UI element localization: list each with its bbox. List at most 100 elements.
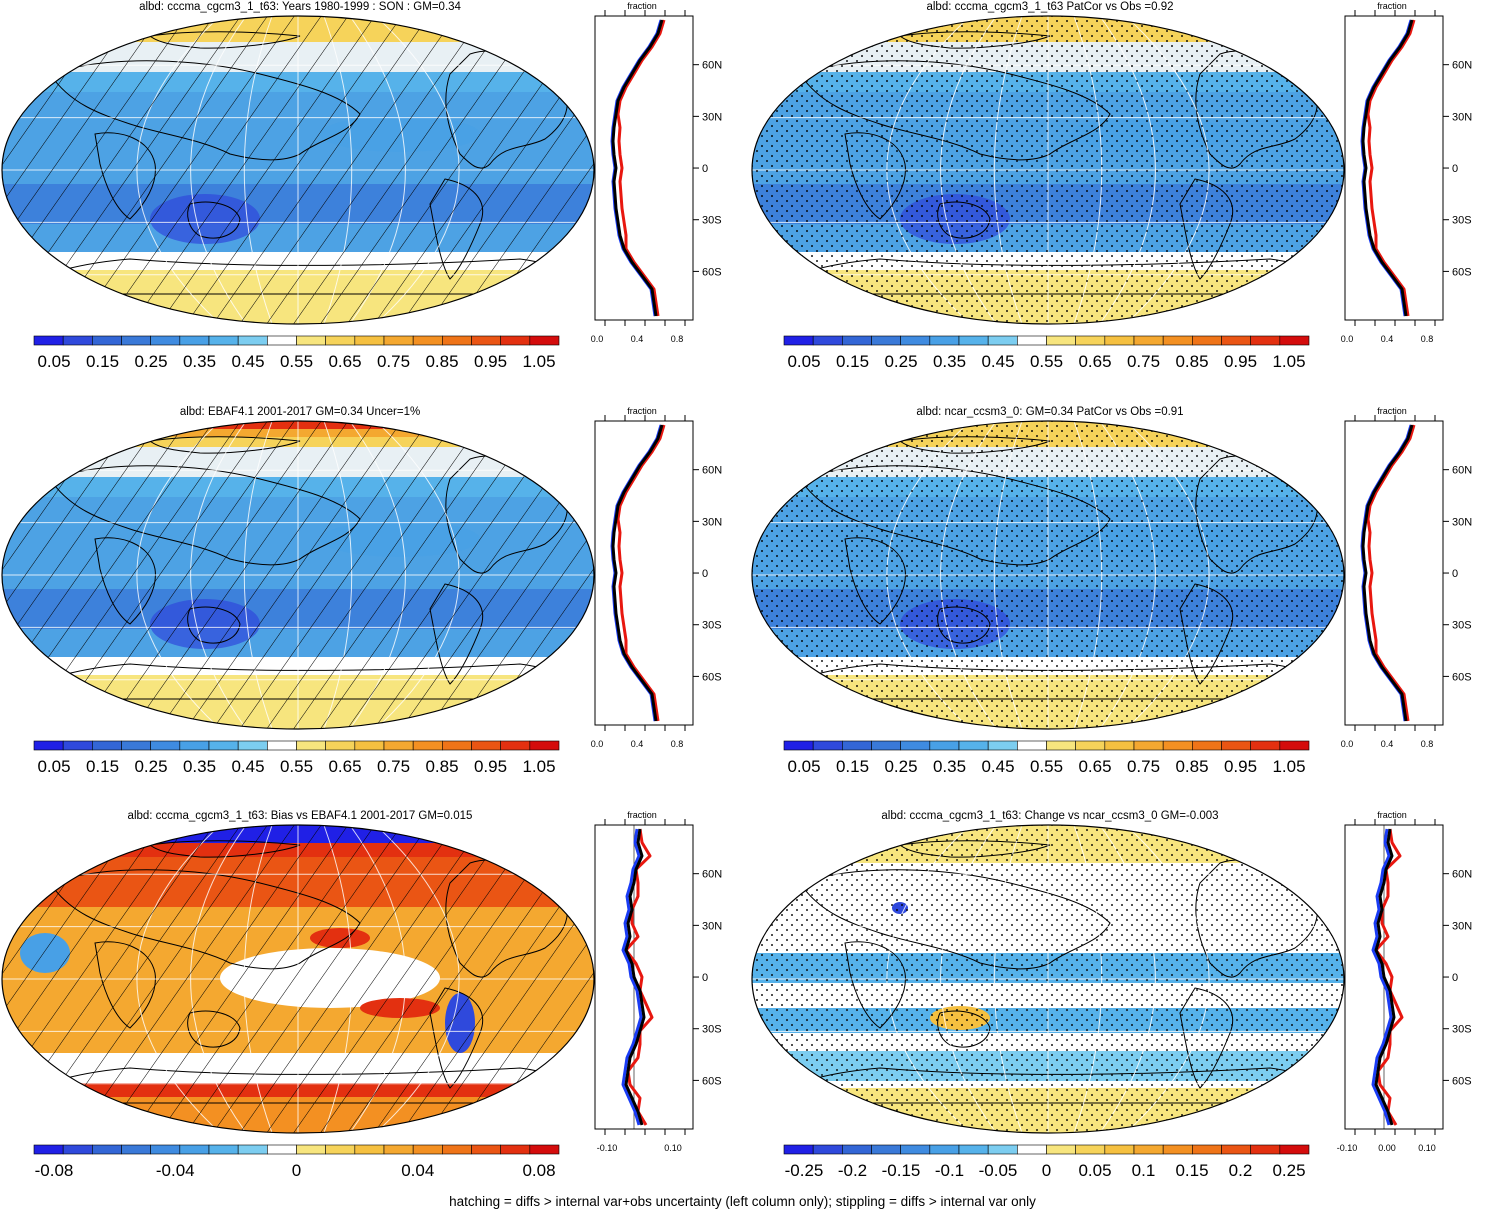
profile-lat-label: 30N <box>1452 920 1472 932</box>
profile-x-label: -0.10 <box>1337 1143 1358 1153</box>
colorbar-swatch <box>1250 335 1281 346</box>
hatching-overlay <box>2 421 594 729</box>
colorbar-label: -0.04 <box>156 1161 195 1180</box>
colorbar-swatch <box>1250 740 1281 751</box>
profile-lat-label: 0 <box>1452 972 1458 984</box>
panel-title: albd: cccma_cgcm3_1_t63: Change vs ncar_… <box>881 810 1219 822</box>
profile-lat-label: 0 <box>702 163 708 175</box>
colorbar-swatch <box>958 1144 989 1155</box>
colorbar-swatch <box>92 335 122 346</box>
colorbar-label: 0.75 <box>377 352 410 371</box>
profile-lat-label: 60N <box>702 60 722 72</box>
obs-profile-line <box>621 828 643 1126</box>
colorbar-swatch <box>1221 740 1251 751</box>
colorbar-label: 0.55 <box>280 352 313 371</box>
colorbar-swatch <box>1279 1144 1310 1155</box>
profile-lat-label: 30N <box>702 920 722 932</box>
profile-lat-label: 60S <box>1452 1075 1472 1087</box>
colorbar-label: 0.85 <box>1175 757 1208 776</box>
colorbar-swatch <box>383 335 414 346</box>
profile-lat-label: 30N <box>702 111 722 123</box>
colorbar-swatch <box>1192 740 1222 751</box>
colorbar-label: 0.85 <box>425 757 458 776</box>
colorbar-swatch <box>987 335 1018 346</box>
profile-axis-title: fraction <box>627 810 657 820</box>
colorbar-swatch <box>1075 335 1106 346</box>
colorbar-swatch <box>929 1144 960 1155</box>
profile-axis-title: fraction <box>627 1 657 11</box>
colorbar-swatch <box>1162 740 1193 751</box>
colorbar-swatch <box>900 740 931 751</box>
colorbar-swatch <box>529 740 560 751</box>
colorbar-swatch <box>900 1144 931 1155</box>
colorbar-label: 0.15 <box>836 757 869 776</box>
colorbar-swatch <box>208 335 239 346</box>
panel-model-climatology: albd: cccma_cgcm3_1_t63: Years 1980-1999… <box>0 0 740 390</box>
colorbar-swatch <box>529 335 560 346</box>
colorbar-swatch <box>842 740 872 751</box>
model-profile-line <box>616 424 666 722</box>
colorbar-label: 0.85 <box>425 352 458 371</box>
colorbar-swatch <box>1046 1144 1076 1155</box>
profile-lat-label: 0 <box>1452 163 1458 175</box>
colorbar-swatch <box>529 1144 560 1155</box>
panel-title: albd: cccma_cgcm3_1_t63 PatCor vs Obs =0… <box>926 1 1174 13</box>
colorbar-label: -0.15 <box>882 1161 921 1180</box>
panel-change: albd: cccma_cgcm3_1_t63: Change vs ncar_… <box>750 809 1485 1194</box>
colorbar-swatch <box>208 1144 239 1155</box>
colorbar-label: 0.25 <box>134 352 167 371</box>
profile-frame <box>1344 824 1444 1130</box>
profile-lat-label: 30S <box>1452 1024 1472 1036</box>
colorbar-swatch <box>1046 335 1076 346</box>
colorbar-swatch <box>1046 740 1076 751</box>
profile-x-label: 0.4 <box>1381 334 1394 344</box>
profile-x-label: 0.0 <box>591 739 604 749</box>
colorbar-swatch <box>958 740 989 751</box>
colorbar-swatch <box>871 1144 901 1155</box>
model-profile-line <box>1366 19 1416 317</box>
colorbar-swatch <box>325 1144 356 1155</box>
colorbar: -0.25 -0.2 -0.15 -0.1 -0.05 0 0.05 0.1 0.15 0.2 0.… <box>783 1144 1310 1180</box>
colorbar-swatch <box>33 335 64 346</box>
profile-x-label: 0.4 <box>631 739 644 749</box>
colorbar-swatch <box>412 740 443 751</box>
colorbar-swatch <box>958 335 989 346</box>
colorbar-label: -0.08 <box>35 1161 74 1180</box>
colorbar-swatch <box>1133 1144 1164 1155</box>
panel-title: albd: cccma_cgcm3_1_t63: Bias vs EBAF4.1… <box>127 810 473 822</box>
colorbar-label: 0.2 <box>1229 1161 1253 1180</box>
colorbar-swatch <box>1075 1144 1106 1155</box>
profile-lat-label: 0 <box>702 972 708 984</box>
panel-bias: albd: cccma_cgcm3_1_t63: Bias vs EBAF4.1… <box>0 809 740 1194</box>
world-map <box>1 420 595 730</box>
colorbar-swatch <box>812 335 843 346</box>
colorbar-label: 0.45 <box>231 757 264 776</box>
panel-title: albd: ncar_ccsm3_0: GM=0.34 PatCor vs Ob… <box>916 406 1184 418</box>
colorbar-swatch <box>179 1144 210 1155</box>
colorbar-swatch <box>383 1144 414 1155</box>
profile-lat-label: 60N <box>702 869 722 881</box>
profile-lat-label: 60N <box>1452 869 1472 881</box>
colorbar-label: 0.05 <box>787 352 820 371</box>
profile-lat-label: 30S <box>702 1024 722 1036</box>
map-border <box>1 420 595 730</box>
colorbar-swatch <box>1279 740 1310 751</box>
zonal-mean-profile: fraction 60N 30N 0 30S 60S 0.0 0.4 0.8 <box>1341 406 1472 749</box>
profile-x-label: 0.8 <box>671 334 684 344</box>
colorbar-label: 0.35 <box>933 352 966 371</box>
colorbar-swatch <box>121 740 151 751</box>
colorbar-swatch <box>412 335 443 346</box>
colorbar-swatch <box>150 335 181 346</box>
colorbar-swatch <box>92 1144 122 1155</box>
profile-line <box>611 424 664 722</box>
colorbar-swatch <box>296 1144 326 1155</box>
colorbar-label: 0 <box>292 1161 301 1180</box>
profile-axis-title: fraction <box>1377 406 1407 416</box>
colorbar-label: 0 <box>1042 1161 1051 1180</box>
model-profile-line <box>1366 424 1416 722</box>
colorbar-swatch <box>1279 335 1310 346</box>
profile-lat-label: 30N <box>1452 516 1472 528</box>
profile-lat-label: 30N <box>1452 111 1472 123</box>
colorbar-label: 0.25 <box>884 757 917 776</box>
colorbar-swatch <box>442 740 472 751</box>
